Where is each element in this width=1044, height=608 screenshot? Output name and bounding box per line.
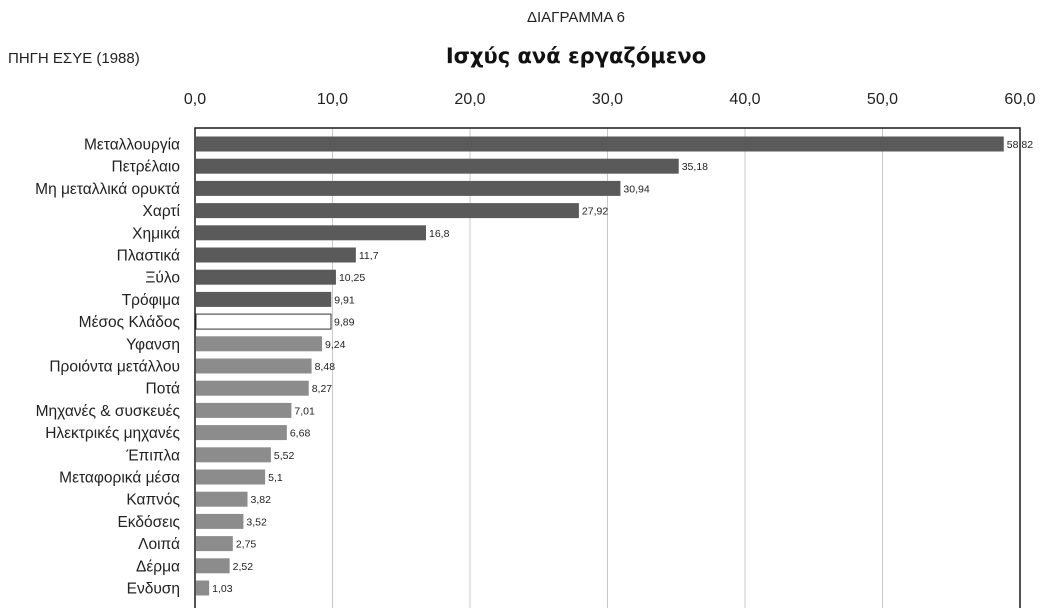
bar — [196, 180, 621, 196]
bar — [196, 536, 233, 552]
value-label: 9,24 — [325, 339, 346, 351]
bar — [196, 136, 1004, 152]
gridlines — [332, 128, 883, 608]
bar — [196, 402, 292, 418]
x-tick-label: 20,0 — [454, 91, 485, 108]
bar — [196, 580, 210, 596]
value-label: 10,25 — [339, 272, 365, 284]
category-label: Μέσος Κλάδος — [79, 314, 180, 331]
bar — [196, 469, 266, 485]
value-label: 8,27 — [312, 383, 333, 395]
bar — [196, 158, 679, 174]
category-label: Λοιπά — [138, 536, 180, 553]
category-label: Έπιπλα — [126, 447, 181, 464]
category-label: Μεταλλουργία — [84, 137, 180, 154]
bar — [196, 380, 309, 396]
category-label: Χαρτί — [143, 203, 181, 220]
x-tick-label: 30,0 — [592, 91, 623, 108]
bar — [196, 425, 287, 441]
category-label: Ποτά — [146, 381, 180, 398]
bar — [196, 358, 312, 374]
value-label: 3,52 — [246, 516, 267, 528]
x-axis-ticks: 0,0 10,0 20,0 30,0 40,0 50,0 60,0 — [184, 91, 1036, 108]
value-label: 6,68 — [290, 428, 311, 440]
bar — [196, 203, 579, 219]
x-tick-label: 0,0 — [184, 91, 206, 108]
value-label: 9,91 — [334, 294, 355, 306]
value-label: 30,94 — [623, 183, 649, 195]
category-label: Μηχανές & συσκευές — [36, 403, 180, 420]
category-label: Χημικά — [132, 225, 180, 242]
bar — [196, 336, 323, 352]
value-label: 2,75 — [236, 539, 257, 551]
value-label: 11,7 — [359, 250, 379, 262]
category-label: Ξύλο — [145, 270, 180, 287]
category-label: Δέρμα — [136, 558, 180, 575]
x-tick-label: 10,0 — [317, 91, 348, 108]
x-tick-label: 60,0 — [1004, 91, 1035, 108]
category-label: Ηλεκτρικές μηχανές — [45, 425, 180, 442]
value-label: 8,48 — [315, 361, 336, 373]
value-label: 35,18 — [682, 161, 708, 173]
category-label: Ενδυση — [127, 581, 180, 598]
bar — [196, 447, 271, 463]
bar — [196, 269, 336, 285]
category-label: Μεταφορικά μέσα — [59, 470, 180, 487]
value-label: 5,52 — [274, 450, 295, 462]
x-tick-label: 50,0 — [867, 91, 898, 108]
category-label: Πετρέλαιο — [112, 159, 181, 176]
category-label: Υφανση — [126, 336, 180, 353]
category-label: Προιόντα μετάλλου — [49, 359, 180, 376]
bar — [196, 491, 248, 507]
bar — [196, 291, 332, 307]
value-label: 5,1 — [268, 472, 283, 484]
plot-frame — [194, 127, 1021, 608]
bar — [196, 513, 244, 529]
bar — [196, 558, 230, 574]
bar — [196, 225, 426, 241]
value-label: 27,92 — [582, 206, 608, 218]
x-tick-label: 40,0 — [729, 91, 760, 108]
value-label: 3,82 — [251, 494, 272, 506]
value-label: 7,01 — [294, 405, 315, 417]
bar — [196, 247, 356, 263]
value-label: 16,8 — [429, 228, 450, 240]
value-label: 2,52 — [233, 561, 254, 573]
chart-subtitle: ΔΙΑΓΡΑΜΜΑ 6 — [527, 9, 625, 26]
category-label: Καπνός — [126, 492, 180, 509]
chart-title: Ισχύς ανά εργαζόμενο — [446, 44, 706, 68]
value-label: 9,89 — [334, 317, 355, 329]
bar — [195, 313, 332, 330]
category-label: Εκδόσεις — [117, 514, 180, 531]
category-label: Τρόφιμα — [122, 292, 180, 309]
category-label: Μη μεταλλικά ορυκτά — [35, 181, 180, 198]
category-label: Πλαστικά — [117, 248, 180, 265]
source-label: ΠΗΓΗ ΕΣΥΕ (1988) — [8, 50, 140, 67]
value-label: 1,03 — [212, 583, 233, 595]
